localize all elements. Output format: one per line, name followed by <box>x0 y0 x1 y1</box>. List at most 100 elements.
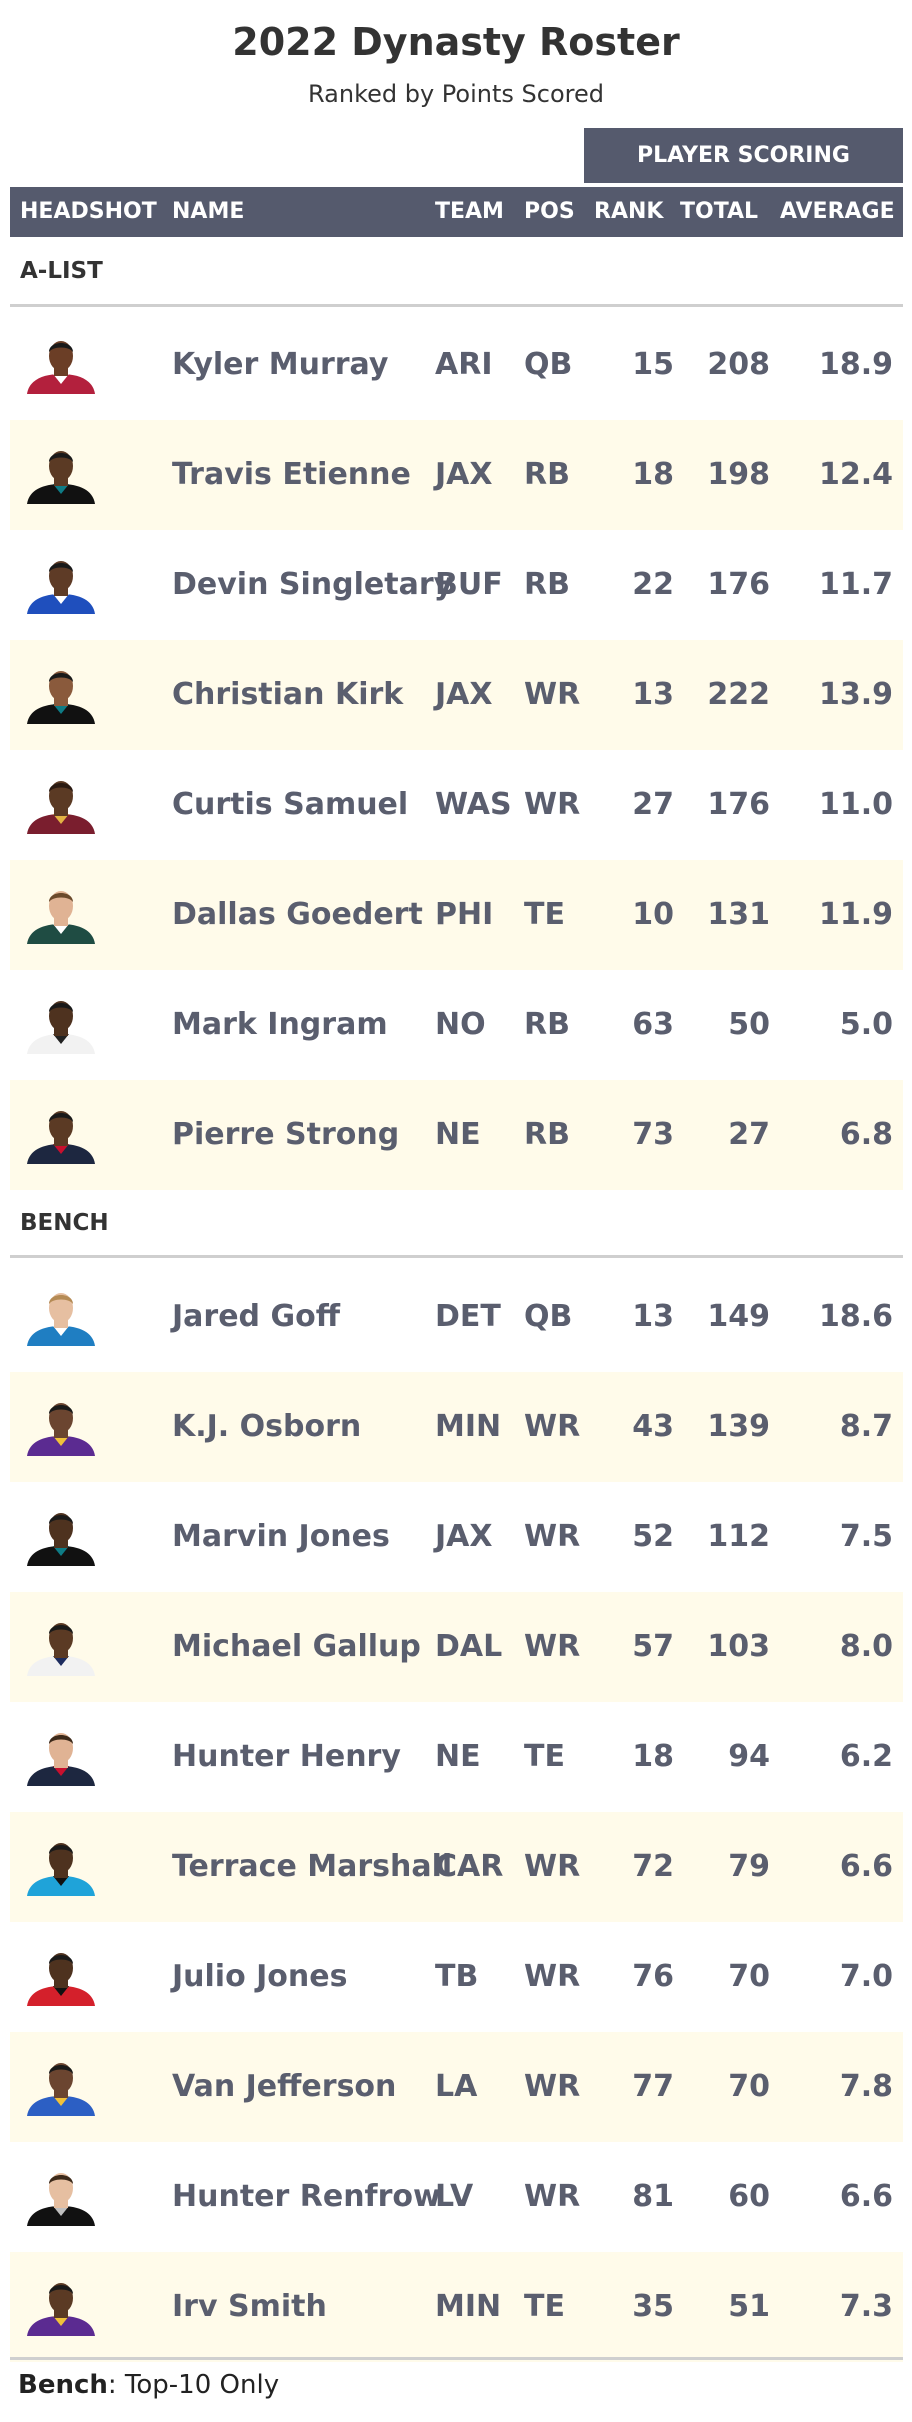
player-headshot <box>27 1293 95 1346</box>
player-headshot <box>27 561 95 614</box>
player-headshot <box>27 341 95 394</box>
player-total: 139 <box>707 1409 770 1444</box>
player-total: 51 <box>728 2289 770 2324</box>
player-headshot <box>27 2283 95 2336</box>
player-headshot <box>27 891 95 944</box>
player-position: WR <box>524 677 581 712</box>
player-total: 79 <box>728 1849 770 1884</box>
column-header-name: NAME <box>172 199 245 224</box>
player-name: Julio Jones <box>172 1959 348 1994</box>
table-subtitle: Ranked by Points Scored <box>308 80 604 108</box>
table-row: Hunter Henry NE TE 18 94 6.2 <box>10 1702 903 1812</box>
player-average: 7.8 <box>839 2069 893 2104</box>
table-row: Van Jefferson LA WR 77 70 7.8 <box>10 2032 903 2142</box>
player-total: 222 <box>707 677 770 712</box>
player-average: 18.9 <box>818 347 893 382</box>
player-name: Kyler Murray <box>172 347 389 382</box>
player-position: WR <box>524 1519 581 1554</box>
player-name: Irv Smith <box>172 2289 327 2324</box>
player-team: NE <box>435 1739 481 1774</box>
player-headshot <box>27 1733 95 1786</box>
player-position: WR <box>524 1629 581 1664</box>
player-total: 198 <box>707 457 770 492</box>
player-position: TE <box>524 1739 565 1774</box>
player-headshot <box>27 1513 95 1566</box>
player-headshot <box>27 1001 95 1054</box>
table-row: Terrace Marshall CAR WR 72 79 6.6 <box>10 1812 903 1922</box>
player-team: JAX <box>435 457 493 492</box>
player-name: Van Jefferson <box>172 2069 397 2104</box>
player-rank: 63 <box>632 1007 674 1042</box>
player-average: 11.7 <box>818 567 893 602</box>
player-average: 6.6 <box>839 2179 893 2214</box>
player-team: DAL <box>435 1629 503 1664</box>
player-rank: 13 <box>632 1299 674 1334</box>
table-row: Devin Singletary BUF RB 22 176 11.7 <box>10 530 903 640</box>
player-average: 8.0 <box>839 1629 893 1664</box>
player-name: Travis Etienne <box>172 457 411 492</box>
player-rank: 57 <box>632 1629 674 1664</box>
player-team: JAX <box>435 1519 493 1554</box>
player-rank: 73 <box>632 1117 674 1152</box>
table-row: Irv Smith MIN TE 35 51 7.3 <box>10 2252 903 2362</box>
table-row: Dallas Goedert PHI TE 10 131 11.9 <box>10 860 903 970</box>
player-name: Pierre Strong <box>172 1117 400 1152</box>
player-average: 18.6 <box>818 1299 893 1334</box>
player-headshot <box>27 2063 95 2116</box>
table-row: Mark Ingram NO RB 63 50 5.0 <box>10 970 903 1080</box>
player-headshot <box>27 781 95 834</box>
table-row: Curtis Samuel WAS WR 27 176 11.0 <box>10 750 903 860</box>
player-average: 8.7 <box>839 1409 893 1444</box>
player-position: RB <box>524 567 570 602</box>
group-label: BENCH <box>20 1210 109 1236</box>
player-average: 7.3 <box>839 2289 893 2324</box>
player-headshot <box>27 451 95 504</box>
table-row: Travis Etienne JAX RB 18 198 12.4 <box>10 420 903 530</box>
player-average: 6.6 <box>839 1849 893 1884</box>
player-position: QB <box>524 347 573 382</box>
player-total: 149 <box>707 1299 770 1334</box>
table-row: Julio Jones TB WR 76 70 7.0 <box>10 1922 903 2032</box>
player-rank: 18 <box>632 457 674 492</box>
group-divider <box>10 304 903 307</box>
column-header-team: TEAM <box>435 199 504 224</box>
group-label: A-LIST <box>20 258 103 284</box>
player-position: WR <box>524 1959 581 1994</box>
player-team: NO <box>435 1007 486 1042</box>
player-headshot <box>27 1111 95 1164</box>
player-total: 176 <box>707 567 770 602</box>
player-position: RB <box>524 1007 570 1042</box>
column-header-rank: RANK <box>594 199 664 224</box>
player-name: Mark Ingram <box>172 1007 388 1042</box>
player-name: Curtis Samuel <box>172 787 409 822</box>
player-average: 13.9 <box>818 677 893 712</box>
player-position: RB <box>524 457 570 492</box>
player-team: WAS <box>435 787 512 822</box>
player-average: 11.0 <box>818 787 893 822</box>
column-header-row: HEADSHOT NAME TEAM POS RANK TOTAL AVERAG… <box>10 187 903 237</box>
player-team: NE <box>435 1117 481 1152</box>
player-rank: 13 <box>632 677 674 712</box>
player-team: MIN <box>435 1409 502 1444</box>
player-position: WR <box>524 1409 581 1444</box>
player-name: Christian Kirk <box>172 677 404 712</box>
player-team: TB <box>435 1959 479 1994</box>
player-rank: 10 <box>632 897 674 932</box>
player-name: Dallas Goedert <box>172 897 423 932</box>
footer-divider <box>10 2357 903 2360</box>
player-average: 5.0 <box>839 1007 893 1042</box>
player-headshot <box>27 1623 95 1676</box>
player-name: K.J. Osborn <box>172 1409 362 1444</box>
player-position: WR <box>524 2179 581 2214</box>
player-position: RB <box>524 1117 570 1152</box>
player-average: 12.4 <box>818 457 893 492</box>
player-total: 60 <box>728 2179 770 2214</box>
player-scoring-spanner: PLAYER SCORING <box>584 128 903 183</box>
player-total: 50 <box>728 1007 770 1042</box>
table-title: 2022 Dynasty Roster <box>232 20 680 64</box>
player-position: WR <box>524 1849 581 1884</box>
player-rank: 22 <box>632 567 674 602</box>
player-rank: 15 <box>632 347 674 382</box>
player-total: 27 <box>728 1117 770 1152</box>
